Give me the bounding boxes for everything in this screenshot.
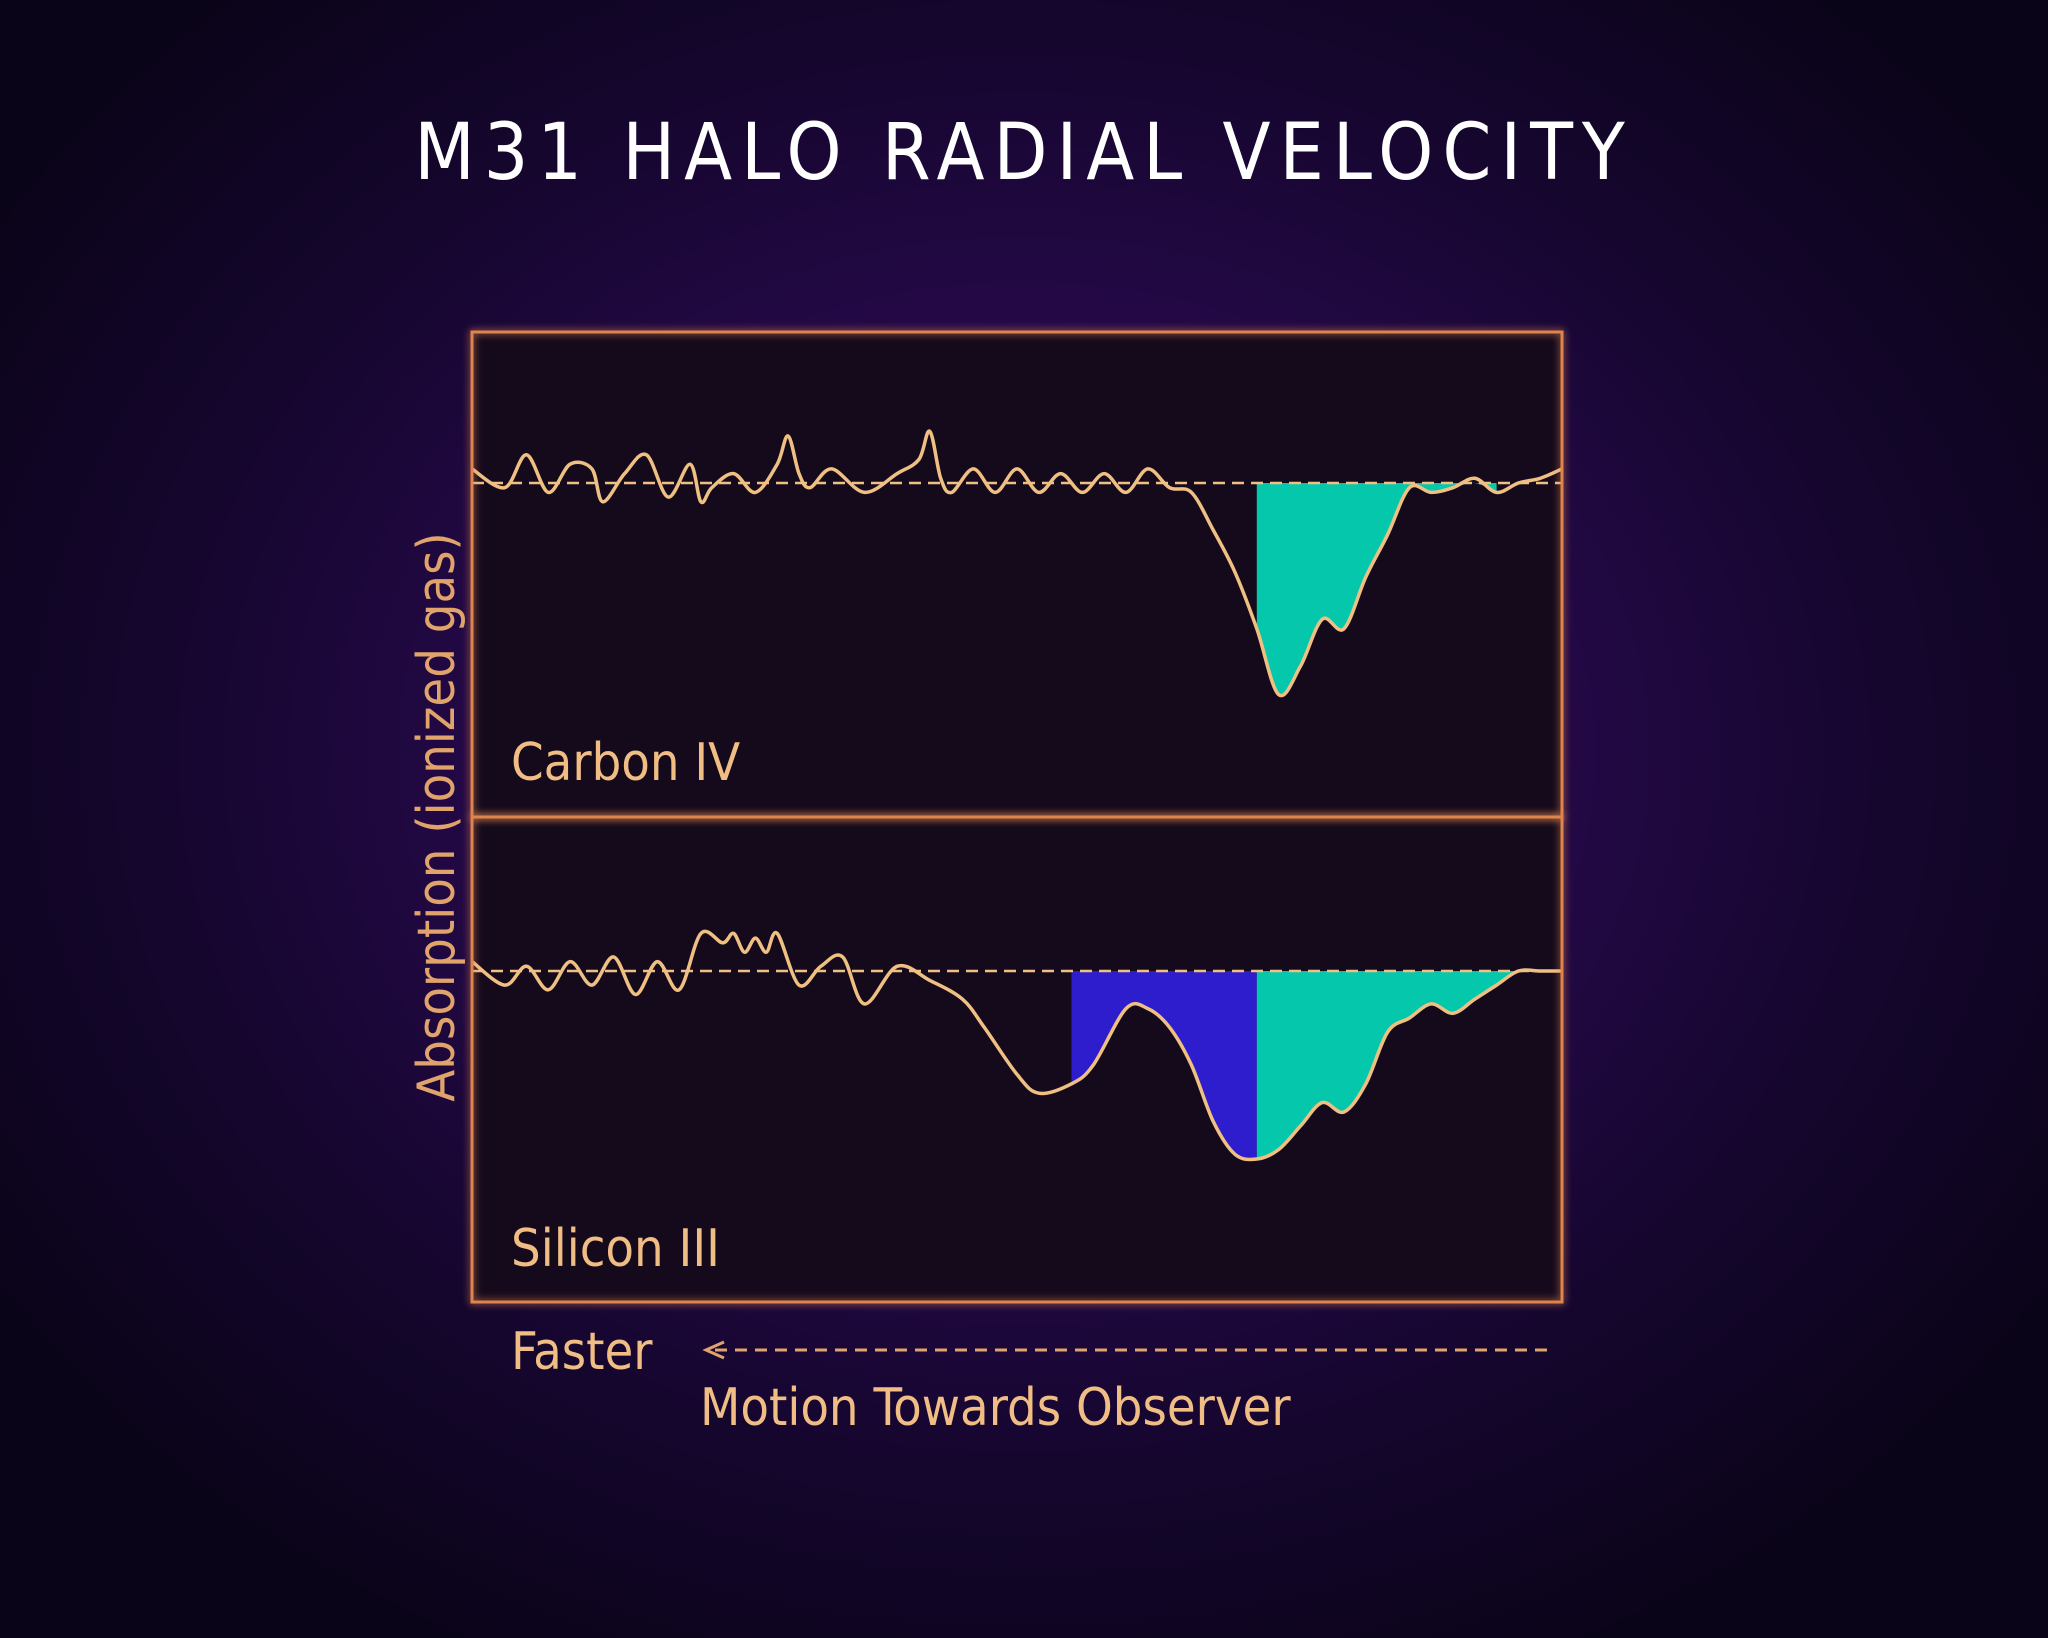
panel-background-1 xyxy=(472,332,1562,817)
spectrum-line-silicon-iii xyxy=(470,929,1562,1162)
absorption-fill-carbon-iv-1 xyxy=(1256,482,1497,696)
panel-background-2 xyxy=(472,817,1562,1302)
y-axis-label: Absorption (ionized gas) xyxy=(407,532,467,1102)
x-axis-arrowhead xyxy=(702,1340,725,1360)
x-axis-label-motion: Motion Towards Observer xyxy=(700,1378,1291,1438)
absorption-fill-silicon-iii-2 xyxy=(1256,969,1562,1159)
spectrum-line-carbon-iv xyxy=(471,429,1563,698)
x-axis-label-faster: Faster xyxy=(511,1322,653,1382)
panel-label-silicon-iii: Silicon III xyxy=(511,1219,720,1279)
panel-frame-2 xyxy=(470,815,1564,1304)
panel-label-carbon-iv: Carbon IV xyxy=(511,733,741,793)
chart-title: M31 HALO RADIAL VELOCITY xyxy=(414,108,1634,198)
